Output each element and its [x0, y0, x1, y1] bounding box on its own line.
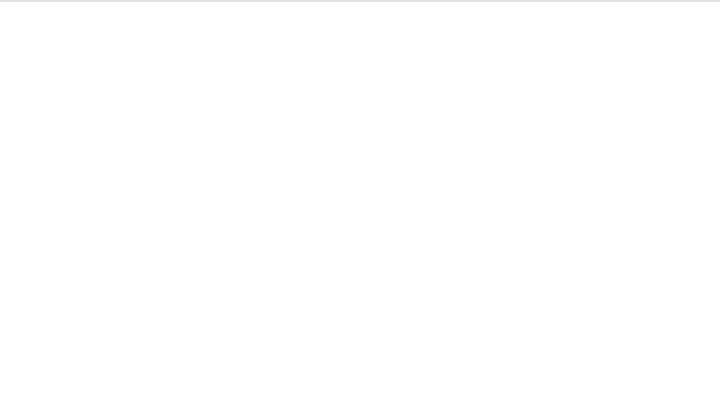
top-divider: [0, 0, 720, 2]
logo-mark: [7, 31, 17, 41]
